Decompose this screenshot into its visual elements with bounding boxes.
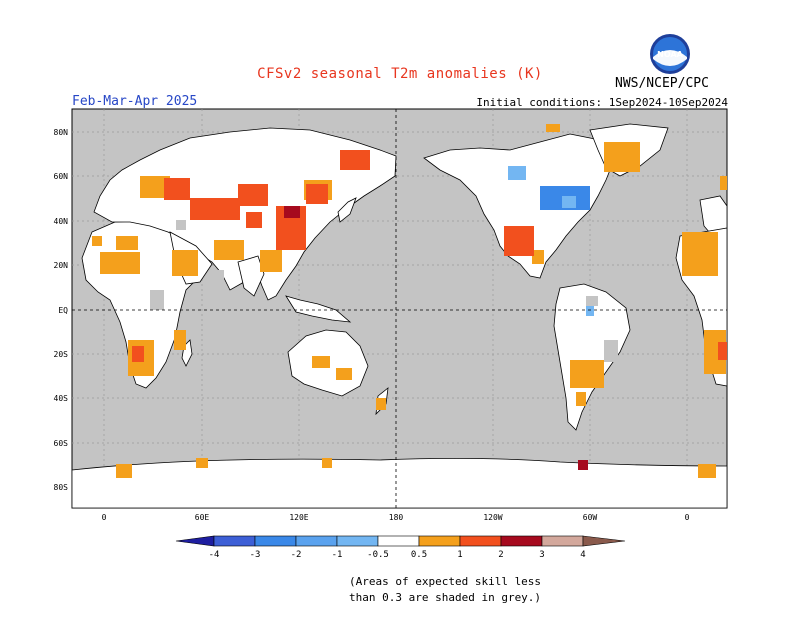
colorbar-swatch (295, 535, 338, 547)
colorbar-labels: -4 -3 -2 -1 -0.5 0.5 1 2 3 4 (209, 550, 586, 560)
colorbar-tick: -4 (209, 550, 220, 560)
colorbar-swatch (254, 535, 297, 547)
anomaly-cold (508, 166, 594, 316)
land-india (237, 255, 265, 297)
lat-label: 80S (54, 483, 69, 492)
land-south-america (553, 283, 631, 431)
colorbar-swatch (377, 535, 420, 547)
lat-label: 20S (54, 350, 69, 359)
map-title: CFSv2 seasonal T2m anomalies (K) (257, 66, 543, 82)
lat-label: 40N (54, 217, 69, 226)
colorbar-tick: -3 (250, 550, 261, 560)
colorbar-tick: -2 (291, 550, 302, 560)
colorbar-tick: -1 (332, 550, 343, 560)
anomaly-0p5-to-1 (92, 124, 727, 478)
colorbar-tick: 3 (539, 550, 544, 560)
colorbar-tick: 2 (498, 550, 503, 560)
colorbar-tick: 1 (457, 550, 462, 560)
anomaly-2-to-3 (284, 206, 588, 470)
colorbar-swatch (459, 535, 502, 547)
lon-label: 60W (583, 513, 598, 522)
land-indonesia (285, 295, 352, 323)
lon-label: 0 (685, 513, 690, 522)
lon-label: 180 (389, 513, 404, 522)
colorbar-swatch (500, 535, 543, 547)
lon-label: 60E (195, 513, 210, 522)
season-label: Feb-Mar-Apr 2025 (72, 94, 198, 109)
lat-label: 80N (54, 128, 69, 137)
logo-lettering: NOAA (657, 50, 683, 59)
latitude-labels: 80N 60N 40N 20N EQ 20S 40S 60S 80S (54, 128, 69, 492)
colorbar-swatch (213, 535, 256, 547)
colorbar-tick: 4 (580, 550, 585, 560)
noaa-logo: NOAA (650, 34, 690, 74)
lon-label: 120W (483, 513, 502, 522)
colorbar-swatch (541, 535, 584, 547)
initial-conditions-label: Initial conditions: 1Sep2024-10Sep2024 (476, 96, 728, 109)
colorbar-high-arrow (582, 535, 626, 547)
colorbar-low-arrow (175, 535, 215, 547)
land-japan (337, 197, 357, 223)
caption-line: than 0.3 are shaded in grey.) (349, 591, 542, 604)
agency-label: NWS/NCEP/CPC (615, 76, 709, 91)
lon-label: 0 (102, 513, 107, 522)
lat-label: 20N (54, 261, 69, 270)
land-north-america (423, 133, 615, 279)
colorbar (175, 535, 626, 547)
lat-label: 60S (54, 439, 69, 448)
lon-label: 120E (289, 513, 308, 522)
colorbar-tick: -0.5 (367, 550, 389, 560)
colorbar-swatch (336, 535, 379, 547)
land-antarctica (71, 458, 728, 509)
lat-label: 40S (54, 394, 69, 403)
lat-label: 60N (54, 172, 69, 181)
low-skill-land-areas (150, 220, 618, 362)
colorbar-tick: 0.5 (411, 550, 427, 560)
longitude-labels: 0 60E 120E 180 120W 60W 0 (102, 513, 690, 522)
skill-caption: (Areas of expected skill less than 0.3 a… (349, 574, 541, 606)
caption-line: (Areas of expected skill less (349, 575, 542, 588)
lat-label: EQ (58, 306, 68, 315)
colorbar-swatch (418, 535, 461, 547)
